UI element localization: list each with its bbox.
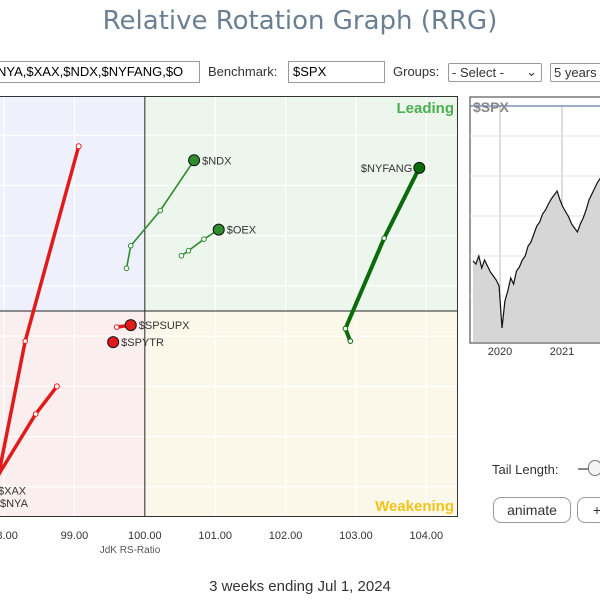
benchmark-price-line xyxy=(472,177,600,329)
series-head-point[interactable] xyxy=(124,319,137,332)
series-label-xax: $XAX xyxy=(0,485,27,497)
series-head-point[interactable] xyxy=(53,383,60,390)
chevron-down-icon: ⌄ xyxy=(526,64,537,79)
series-tail-point xyxy=(157,207,164,214)
series-tail xyxy=(180,228,220,257)
benchmark-input[interactable]: $SPX xyxy=(288,61,385,83)
series-label-spytr: $SPYTR xyxy=(121,337,164,349)
x-axis: 98.00 99.00 100.00 101.00 102.00 103.00 104.00… xyxy=(0,530,444,556)
x-tick-label: 98.00 xyxy=(0,530,18,542)
toolbar: NYA,$XAX,$NDX,$NYFANG,$O Benchmark: $SPX… xyxy=(0,60,600,86)
series-tail-point xyxy=(185,247,192,254)
series-tail-point xyxy=(347,338,354,344)
series-label-nyfang: $NYFANG xyxy=(361,163,412,175)
quadrant-label-leading: Leading xyxy=(396,100,454,117)
x-tick-label: 104.00 xyxy=(410,530,444,542)
quadrant-label-weakening: Weakening xyxy=(375,498,454,515)
period-select[interactable]: 5 years xyxy=(550,63,600,82)
series-label-nya: $NYA xyxy=(0,498,29,510)
symbols-input[interactable]: NYA,$XAX,$NDX,$NYFANG,$O xyxy=(0,61,200,83)
mini-chart-symbol: $SPX xyxy=(473,99,509,115)
series-tail-point xyxy=(123,265,130,272)
quadrant-weakening xyxy=(144,311,458,517)
rrg-chart: $NDX $OEX $NYFANG $SPSUPX $SPYTR $XAX$NYA Lea… xyxy=(0,96,458,517)
groups-select[interactable]: - Select - ⌄ xyxy=(448,63,542,82)
series-head-point[interactable] xyxy=(107,336,120,349)
series-tail-point xyxy=(113,324,120,330)
series-label-oex: $OEX xyxy=(227,225,257,237)
x-tick-label: 103.00 xyxy=(339,530,373,542)
x-axis-title: JdK RS-Ratio xyxy=(100,545,161,556)
series-tail-point xyxy=(32,411,39,417)
series-tail-point xyxy=(22,338,28,344)
plus-button[interactable]: + xyxy=(577,497,600,523)
tail-length-slider-handle[interactable] xyxy=(588,460,600,476)
quadrant-leading xyxy=(144,96,458,312)
x-tick-label: 99.00 xyxy=(61,530,89,542)
tail-length-label: Tail Length: xyxy=(492,462,559,477)
x-tick-label: 102.00 xyxy=(269,530,303,542)
animate-button[interactable]: animate xyxy=(493,497,571,523)
page-title: Relative Rotation Graph (RRG) xyxy=(102,6,498,36)
series-tail xyxy=(125,159,195,270)
date-range-caption: 3 weeks ending Jul 1, 2024 xyxy=(209,578,391,595)
x-tick-label: 100.00 xyxy=(128,530,162,542)
x-tick-label: 101.00 xyxy=(198,530,232,542)
groups-label: Groups: xyxy=(393,64,440,79)
series-tail xyxy=(343,165,422,344)
groups-select-value: - Select - xyxy=(452,65,505,80)
series-tail-point xyxy=(381,235,387,241)
quadrant-improving xyxy=(0,96,145,312)
mini-year-label: 2021 xyxy=(550,346,574,358)
series-label-spsupx: $SPSUPX xyxy=(139,320,190,332)
benchmark-mini-chart: $SPX 2020 2021 xyxy=(469,96,600,358)
plus-icon: + xyxy=(592,502,600,518)
series-tail-point xyxy=(127,242,134,249)
series-head-point[interactable] xyxy=(413,161,426,174)
series-tail-point xyxy=(178,252,185,259)
benchmark-label: Benchmark: xyxy=(208,64,278,79)
series-tail-point xyxy=(342,325,349,332)
series-tail-point xyxy=(201,236,207,242)
series-label-ndx: $NDX xyxy=(202,155,232,167)
benchmark-price-area xyxy=(473,178,600,342)
period-select-value: 5 years xyxy=(554,65,597,80)
series-head-point[interactable] xyxy=(75,143,82,150)
mini-year-label: 2020 xyxy=(488,346,512,358)
series-head-point[interactable] xyxy=(212,223,225,236)
series-head-point[interactable] xyxy=(188,154,201,167)
